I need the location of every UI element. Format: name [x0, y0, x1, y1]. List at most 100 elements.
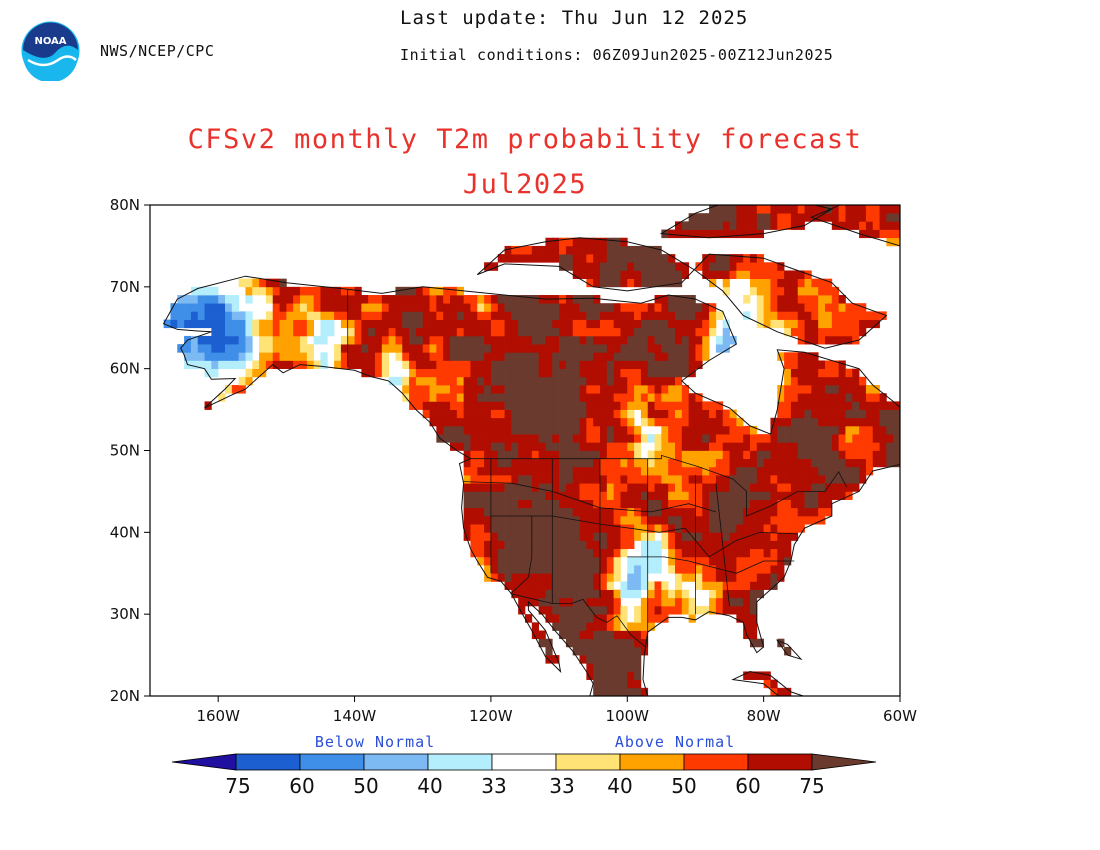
probability-cell — [613, 352, 621, 361]
probability-cell — [470, 327, 478, 337]
probability-cell — [654, 344, 662, 353]
probability-cell — [818, 376, 826, 386]
probability-cell — [409, 311, 417, 320]
probability-cell — [190, 344, 199, 353]
probability-cell — [770, 319, 778, 329]
probability-cell — [497, 344, 505, 353]
lon-tick-label: 140W — [333, 707, 377, 725]
probability-cell — [722, 270, 730, 279]
probability-cell — [552, 401, 560, 410]
probability-cell — [838, 434, 846, 443]
probability-cell — [518, 589, 526, 599]
probability-cell — [477, 319, 485, 329]
probability-cell — [559, 254, 567, 263]
probability-cell — [852, 393, 860, 402]
probability-cell — [715, 605, 724, 615]
probability-cell — [511, 540, 519, 550]
probability-cell — [559, 466, 567, 476]
probability-cell — [245, 295, 253, 304]
probability-cell — [654, 507, 662, 517]
probability-cell — [586, 556, 594, 566]
probability-cell — [709, 524, 717, 533]
probability-cell — [565, 237, 574, 247]
probability-cell — [859, 450, 867, 460]
probability-cell — [613, 319, 621, 329]
probability-cell — [811, 368, 819, 378]
probability-cell — [497, 335, 505, 345]
probability-cell — [709, 303, 717, 312]
probability-cell — [715, 548, 724, 558]
probability-cell — [777, 311, 785, 320]
probability-cell — [525, 515, 533, 525]
probability-cell — [702, 417, 710, 427]
probability-cell — [572, 327, 580, 337]
legend-label: 33 — [481, 774, 506, 798]
probability-cell — [879, 393, 887, 402]
probability-cell — [559, 581, 567, 590]
probability-cell — [804, 483, 812, 492]
probability-cell — [729, 434, 737, 443]
probability-cell — [627, 360, 635, 370]
probability-cell — [722, 213, 730, 222]
probability-cell — [702, 581, 710, 590]
coastline — [810, 205, 900, 247]
probability-cell — [538, 417, 546, 427]
probability-cell — [647, 532, 655, 541]
probability-cell — [784, 532, 792, 541]
probability-cell — [702, 458, 710, 468]
probability-cell — [545, 483, 553, 492]
probability-cell — [722, 278, 730, 288]
probability-cell — [490, 532, 499, 541]
probability-cell — [272, 352, 280, 361]
probability-cell — [702, 573, 710, 582]
probability-cell — [722, 597, 730, 607]
probability-cell — [681, 360, 689, 370]
probability-cell — [675, 450, 683, 460]
probability-cell — [484, 360, 492, 370]
probability-cell — [511, 532, 519, 541]
probability-cell — [456, 417, 464, 427]
probability-cell — [484, 368, 492, 378]
probability-cell — [743, 254, 751, 263]
probability-cell — [797, 360, 805, 370]
probability-cell — [620, 425, 628, 435]
probability-cell — [818, 319, 826, 329]
probability-cell — [818, 507, 826, 517]
probability-cell — [845, 458, 853, 468]
probability-cell — [225, 360, 233, 370]
probability-cell — [490, 352, 499, 361]
coastline — [731, 670, 804, 696]
probability-cell — [797, 417, 805, 427]
probability-cell — [661, 466, 669, 476]
probability-cell — [306, 286, 314, 296]
probability-cell — [579, 573, 587, 582]
probability-cell — [572, 442, 580, 451]
probability-cell — [661, 434, 669, 443]
probability-cell — [668, 368, 676, 378]
probability-cell — [518, 515, 526, 525]
probability-cell — [504, 360, 512, 370]
probability-cell — [675, 532, 683, 541]
probability-cell — [743, 270, 751, 279]
probability-cell — [211, 319, 219, 329]
probability-cell — [845, 213, 853, 222]
probability-cell — [654, 442, 662, 451]
probability-cell — [538, 483, 546, 492]
probability-cell — [647, 589, 655, 599]
probability-cell — [565, 466, 574, 476]
probability-cell — [620, 671, 628, 680]
probability-cell — [300, 335, 308, 345]
probability-cell — [743, 622, 751, 631]
probability-cell — [538, 409, 546, 419]
probability-cell — [845, 335, 853, 345]
probability-cell — [184, 344, 192, 353]
probability-cell — [197, 311, 205, 320]
probability-cell — [709, 254, 717, 263]
probability-cell — [859, 319, 867, 329]
probability-cell — [354, 352, 362, 361]
probability-cell — [375, 335, 383, 345]
probability-cell — [538, 581, 546, 590]
probability-cell — [647, 605, 655, 615]
probability-cell — [327, 303, 335, 312]
probability-cell — [790, 352, 799, 361]
